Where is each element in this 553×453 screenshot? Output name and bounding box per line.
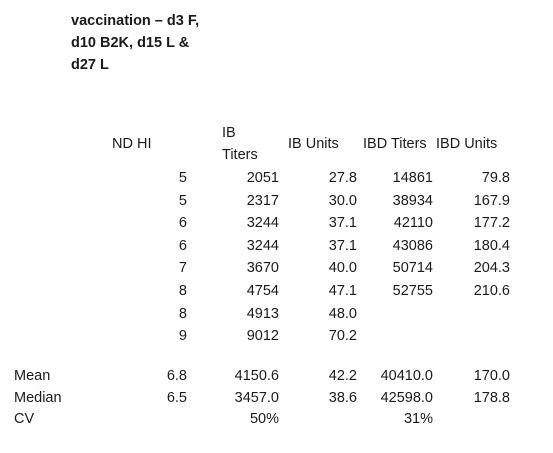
summary-label: Median (14, 390, 62, 406)
cell-ibd-units: 204.3 (473, 260, 510, 276)
cell-ib-titers: 3244 (246, 215, 279, 231)
cell-ib-titers: 3244 (246, 238, 279, 254)
cell-ib-units: 37.1 (328, 238, 357, 254)
cell-ib-units: 40.0 (328, 260, 357, 276)
summary-cell-ib-titers: 3457.0 (234, 390, 279, 406)
summary-cell-ibd-units: 170.0 (473, 368, 510, 384)
summary-cell-ib-units: 42.2 (328, 368, 357, 384)
cell-hi: 6 (178, 238, 187, 254)
cell-ib-titers: 2051 (246, 170, 279, 186)
cell-ibd-units: 177.2 (473, 215, 510, 231)
cell-hi: 7 (178, 260, 187, 276)
header-ib-units: IB Units (288, 136, 339, 152)
sheet-title: vaccination – d3 F, d10 B2K, d15 L & d27… (71, 13, 200, 73)
cell-ib-units: 27.8 (328, 170, 357, 186)
cell-ibd-titers: 38934 (392, 193, 433, 209)
cell-ibd-titers: 14861 (392, 170, 433, 186)
summary-cell-hi: 6.5 (166, 390, 187, 406)
cell-hi: 5 (178, 193, 187, 209)
header-ib-titers-line2: Titers (222, 147, 258, 163)
cell-hi: 8 (178, 306, 187, 322)
cell-hi: 5 (178, 170, 187, 186)
cell-ibd-units: 180.4 (473, 238, 510, 254)
header-ibd-units: IBD Units (436, 136, 498, 152)
cell-ibd-units: 167.9 (473, 193, 510, 209)
cell-ibd-units: 210.6 (473, 283, 510, 299)
cell-ib-titers: 4913 (246, 306, 279, 322)
cell-ibd-titers: 43086 (392, 238, 433, 254)
cell-ib-units: 70.2 (328, 328, 357, 344)
cell-ibd-titers: 42110 (393, 215, 433, 231)
cell-ib-units: 48.0 (328, 306, 357, 322)
cell-ibd-titers: 50714 (392, 260, 433, 276)
summary-cell-ibd-titers: 31% (403, 411, 433, 427)
summary-cell-ib-units: 38.6 (328, 390, 357, 406)
summary-cell-ibd-titers: 42598.0 (380, 390, 433, 406)
summary-cell-ib-titers: 4150.6 (234, 368, 279, 384)
cell-hi: 9 (178, 328, 187, 344)
cell-ib-titers: 3670 (246, 260, 279, 276)
cell-ib-titers: 9012 (246, 328, 279, 344)
cell-ib-titers: 2317 (246, 193, 279, 209)
header-nd-hi: ND HI (112, 136, 152, 152)
summary-cell-hi: 6.8 (166, 368, 187, 384)
summary-label: CV (14, 411, 35, 427)
cell-ib-units: 30.0 (328, 193, 357, 209)
summary-label: Mean (14, 368, 51, 384)
summary-cell-ib-titers: 50% (249, 411, 279, 427)
cell-ibd-titers: 52755 (392, 283, 433, 299)
cell-ib-units: 47.1 (328, 283, 357, 299)
cell-ib-titers: 4754 (246, 283, 279, 299)
summary-cell-ibd-titers: 40410.0 (380, 368, 433, 384)
summary-cell-ibd-units: 178.8 (473, 390, 510, 406)
cell-ib-units: 37.1 (328, 215, 357, 231)
header-ibd-titers: IBD Titers (363, 136, 427, 152)
cell-hi: 6 (178, 215, 187, 231)
cell-ibd-units: 79.8 (481, 170, 510, 186)
cell-hi: 8 (178, 283, 187, 299)
header-ib-titers-line1: IB (222, 125, 236, 141)
